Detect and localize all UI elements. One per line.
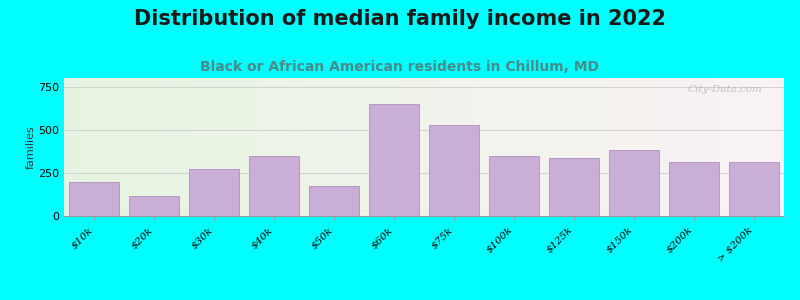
Bar xyxy=(70,182,118,216)
Bar xyxy=(190,169,238,216)
Bar xyxy=(130,196,178,216)
Bar xyxy=(430,125,478,216)
Bar xyxy=(730,162,778,216)
Bar xyxy=(550,158,598,216)
Bar xyxy=(670,162,718,216)
Text: Distribution of median family income in 2022: Distribution of median family income in … xyxy=(134,9,666,29)
Bar xyxy=(490,157,538,216)
Bar xyxy=(610,150,658,216)
Text: City-Data.com: City-Data.com xyxy=(688,85,762,94)
Bar xyxy=(370,104,418,216)
Text: Black or African American residents in Chillum, MD: Black or African American residents in C… xyxy=(201,60,599,74)
Y-axis label: families: families xyxy=(26,125,35,169)
Bar xyxy=(250,156,298,216)
Bar xyxy=(310,186,358,216)
